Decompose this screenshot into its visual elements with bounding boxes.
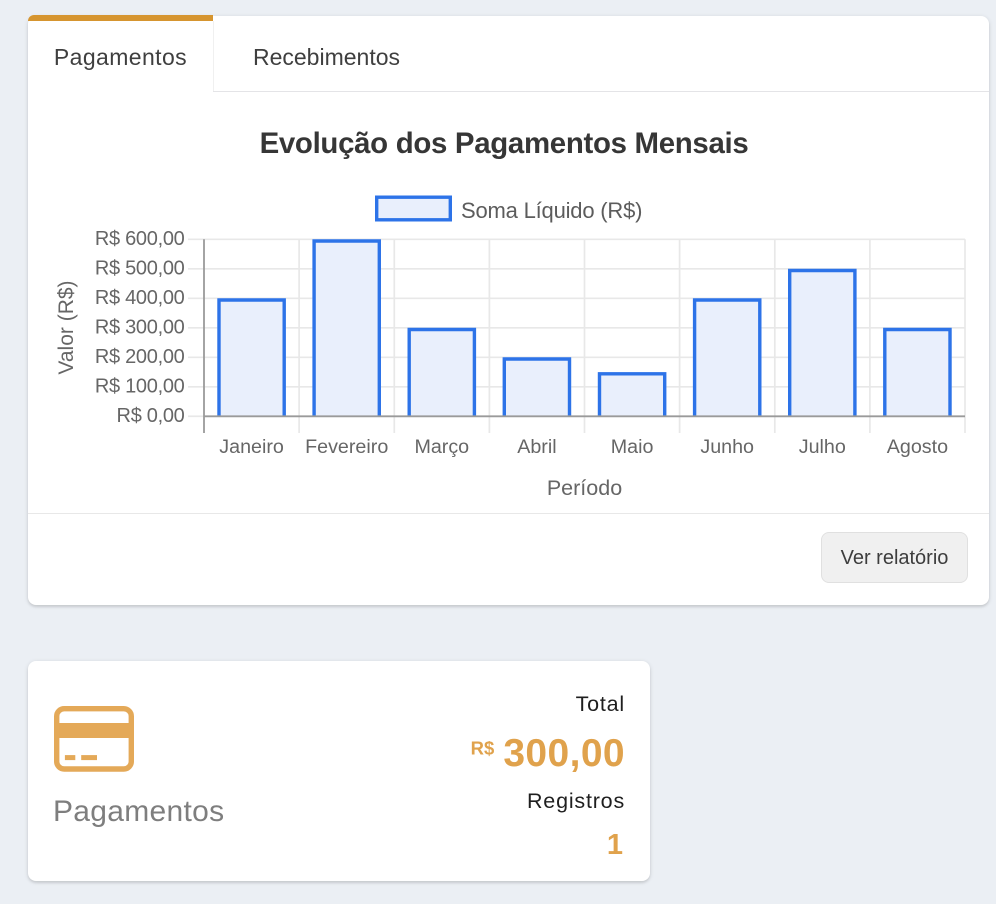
svg-text:R$ 400,00: R$ 400,00 (95, 287, 185, 309)
svg-text:Maio: Maio (611, 436, 654, 458)
svg-text:Janeiro: Janeiro (219, 436, 284, 458)
svg-text:Março: Março (414, 436, 469, 458)
svg-text:Valor (R$): Valor (R$) (55, 280, 78, 374)
svg-text:R$ 100,00: R$ 100,00 (95, 376, 185, 398)
svg-text:Período: Período (547, 476, 622, 500)
svg-text:Junho: Junho (700, 436, 754, 458)
svg-text:Abril: Abril (517, 436, 556, 458)
svg-text:R$ 200,00: R$ 200,00 (95, 346, 185, 368)
svg-text:Fevereiro: Fevereiro (305, 436, 388, 458)
svg-text:Agosto: Agosto (887, 436, 948, 458)
svg-text:R$ 500,00: R$ 500,00 (95, 258, 185, 280)
svg-text:Soma Líquido (R$): Soma Líquido (R$) (461, 198, 642, 223)
svg-text:R$ 0,00: R$ 0,00 (117, 405, 185, 427)
svg-text:R$ 300,00: R$ 300,00 (95, 317, 185, 339)
svg-text:R$ 600,00: R$ 600,00 (95, 228, 185, 250)
svg-text:Evolução dos Pagamentos Mensai: Evolução dos Pagamentos Mensais (260, 127, 749, 160)
svg-text:Julho: Julho (799, 436, 846, 458)
